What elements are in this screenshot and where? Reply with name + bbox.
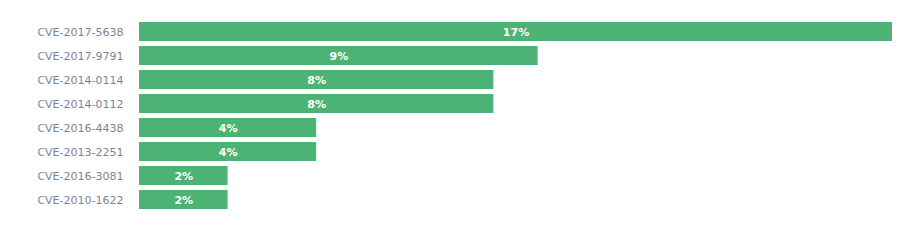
svg-text:CVE-2016-3081: CVE-2016-3081 xyxy=(37,170,123,183)
svg-text:CVE-2014-0114: CVE-2014-0114 xyxy=(37,74,123,87)
svg-text:CVE-2013-2251: CVE-2013-2251 xyxy=(37,146,123,159)
svg-text:2%: 2% xyxy=(174,170,193,183)
svg-text:CVE-2017-9791: CVE-2017-9791 xyxy=(37,50,123,63)
svg-text:8%: 8% xyxy=(307,98,326,111)
svg-text:CVE-2016-4438: CVE-2016-4438 xyxy=(37,122,123,135)
svg-text:2%: 2% xyxy=(174,194,193,207)
svg-text:4%: 4% xyxy=(219,122,238,135)
svg-text:4%: 4% xyxy=(219,146,238,159)
svg-text:9%: 9% xyxy=(329,50,348,63)
svg-text:8%: 8% xyxy=(307,74,326,87)
svg-text:CVE-2010-1622: CVE-2010-1622 xyxy=(37,194,123,207)
svg-text:CVE-2014-0112: CVE-2014-0112 xyxy=(37,98,123,111)
svg-text:17%: 17% xyxy=(503,26,529,39)
svg-text:CVE-2017-5638: CVE-2017-5638 xyxy=(37,26,123,39)
